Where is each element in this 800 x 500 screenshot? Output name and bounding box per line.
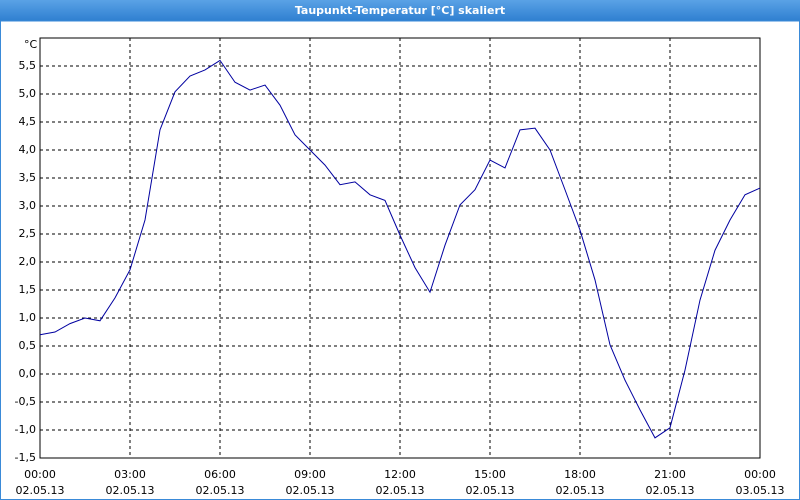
y-tick-label: 1,5 <box>19 283 37 296</box>
x-tick-date: 03.05.13 <box>736 484 785 497</box>
x-tick-label: 00:00 <box>744 468 776 481</box>
y-axis-label: °C <box>24 38 38 51</box>
x-tick-date: 02.05.13 <box>466 484 515 497</box>
y-tick-label: 5,5 <box>19 59 37 72</box>
data-line <box>39 59 761 439</box>
x-tick-label: 21:00 <box>654 468 686 481</box>
y-tick-label: 0,5 <box>19 339 37 352</box>
x-tick-label: 18:00 <box>564 468 596 481</box>
y-tick-label: 5,0 <box>19 87 37 100</box>
x-tick-label: 06:00 <box>204 468 236 481</box>
x-tick-label: 15:00 <box>474 468 506 481</box>
x-tick-date: 02.05.13 <box>16 484 65 497</box>
title-bar <box>0 0 800 21</box>
x-tick-date: 02.05.13 <box>286 484 335 497</box>
y-tick-label: 1,0 <box>19 311 37 324</box>
x-tick-date: 02.05.13 <box>646 484 695 497</box>
y-tick-label: 4,0 <box>19 143 37 156</box>
y-tick-label: 3,0 <box>19 199 37 212</box>
y-tick-label: -0,5 <box>15 395 36 408</box>
y-tick-label: 4,5 <box>19 115 37 128</box>
y-tick-label: 3,5 <box>19 171 37 184</box>
x-tick-label: 12:00 <box>384 468 416 481</box>
y-tick-label: -1,5 <box>15 451 36 464</box>
x-tick-date: 02.05.13 <box>376 484 425 497</box>
x-tick-date: 02.05.13 <box>106 484 155 497</box>
x-tick-label: 09:00 <box>294 468 326 481</box>
chart-title: Taupunkt-Temperatur [°C] skaliert <box>295 4 505 17</box>
x-tick-label: 00:00 <box>24 468 56 481</box>
x-tick-label: 03:00 <box>114 468 146 481</box>
plot-border <box>39 37 761 459</box>
y-tick-label: -1,0 <box>15 423 36 436</box>
y-tick-label: 0,0 <box>19 367 37 380</box>
y-tick-label: 2,5 <box>19 227 37 240</box>
y-tick-label: 2,0 <box>19 255 37 268</box>
x-tick-date: 02.05.13 <box>556 484 605 497</box>
x-tick-date: 02.05.13 <box>196 484 245 497</box>
